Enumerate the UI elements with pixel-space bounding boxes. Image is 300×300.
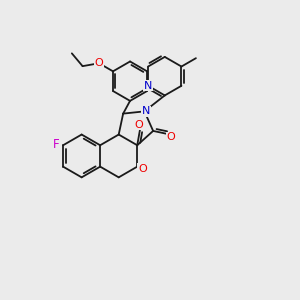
Text: O: O (138, 164, 147, 174)
Text: O: O (135, 120, 144, 130)
Text: N: N (142, 106, 150, 116)
Text: O: O (167, 132, 175, 142)
Text: O: O (94, 58, 103, 68)
Text: N: N (144, 81, 152, 91)
Text: F: F (53, 138, 60, 151)
